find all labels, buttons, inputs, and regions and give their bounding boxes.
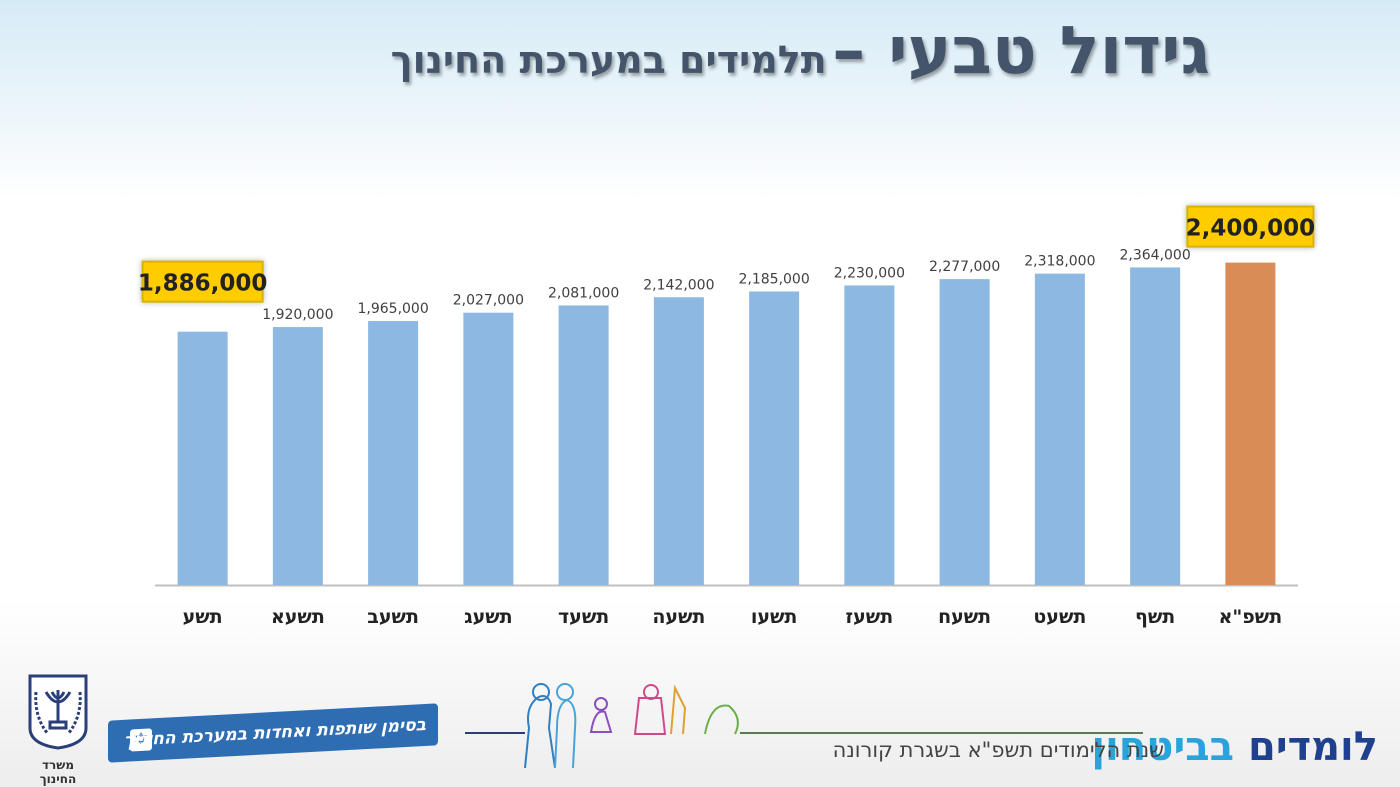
data-label: 2,318,000 (1024, 254, 1095, 270)
data-label: 2,081,000 (548, 285, 619, 301)
data-label: 1,886,000 (138, 271, 268, 297)
bar (177, 331, 228, 585)
data-label: 2,364,000 (1119, 247, 1190, 263)
ministry-logo: משרד החינוך (24, 672, 92, 786)
category-label: תשעב (367, 606, 419, 628)
slide-title: גידול טבעי – תלמידים במערכת החינוך (391, 12, 1210, 89)
category-label: תשפ"א (1219, 606, 1283, 628)
data-label: 2,185,000 (738, 271, 809, 287)
bar (939, 279, 990, 585)
menorah-emblem-icon (28, 674, 88, 750)
data-label: 1,920,000 (262, 307, 333, 323)
bar (558, 305, 609, 585)
bar (1034, 273, 1085, 585)
footer-divider (740, 732, 1143, 734)
category-label: תשעא (271, 606, 325, 628)
bar (1130, 267, 1181, 585)
bar (272, 327, 323, 585)
brand-logo: לומדים בביטחון (1091, 724, 1378, 770)
bar (844, 285, 895, 585)
data-label: 2,230,000 (834, 265, 905, 281)
title-sub: תלמידים במערכת החינוך (390, 38, 827, 82)
bar (463, 312, 514, 585)
data-label: 2,277,000 (929, 259, 1000, 275)
highlight-box (141, 260, 264, 303)
bar (653, 297, 704, 585)
highlight-box (1186, 205, 1315, 248)
footer-divider (465, 732, 525, 734)
bar-chart: 1,886,000 תשע 1,920,000 תשעא 1,965,000 תשעב 2,… (138, 205, 1316, 628)
category-label: תשעט (1033, 606, 1086, 628)
category-label: תשע (183, 606, 223, 628)
category-label: תשעז (846, 606, 894, 628)
students-illustration-icon (524, 683, 739, 769)
ribbon-text: בסימן שותפות ואחדות במערכת החינוך (123, 714, 426, 751)
title-main: גידול טבעי – (832, 12, 1210, 89)
brand-word-1: לומדים (1247, 724, 1378, 770)
bar (1225, 262, 1276, 585)
unity-ribbon: ✡ בסימן שותפות ואחדות במערכת החינוך (108, 703, 438, 763)
bar (749, 291, 800, 585)
category-label: תשעג (464, 606, 513, 628)
category-label: תשף (1135, 606, 1175, 628)
category-label: תשעח (938, 606, 991, 628)
bar (368, 321, 419, 585)
category-label: תשעד (558, 606, 609, 628)
data-label: 2,400,000 (1186, 216, 1316, 242)
ministry-name: משרד החינוך (39, 758, 77, 786)
category-label: תשעה (652, 606, 705, 628)
tagline: שנת הלימודים תשפ"א בשגרת קורונה (832, 738, 1164, 762)
brand-word-2: בביטחון (1091, 724, 1235, 770)
category-label: תשעו (751, 606, 798, 628)
data-label: 2,027,000 (453, 293, 524, 309)
data-label: 1,965,000 (357, 301, 428, 317)
data-label: 2,142,000 (643, 277, 714, 293)
